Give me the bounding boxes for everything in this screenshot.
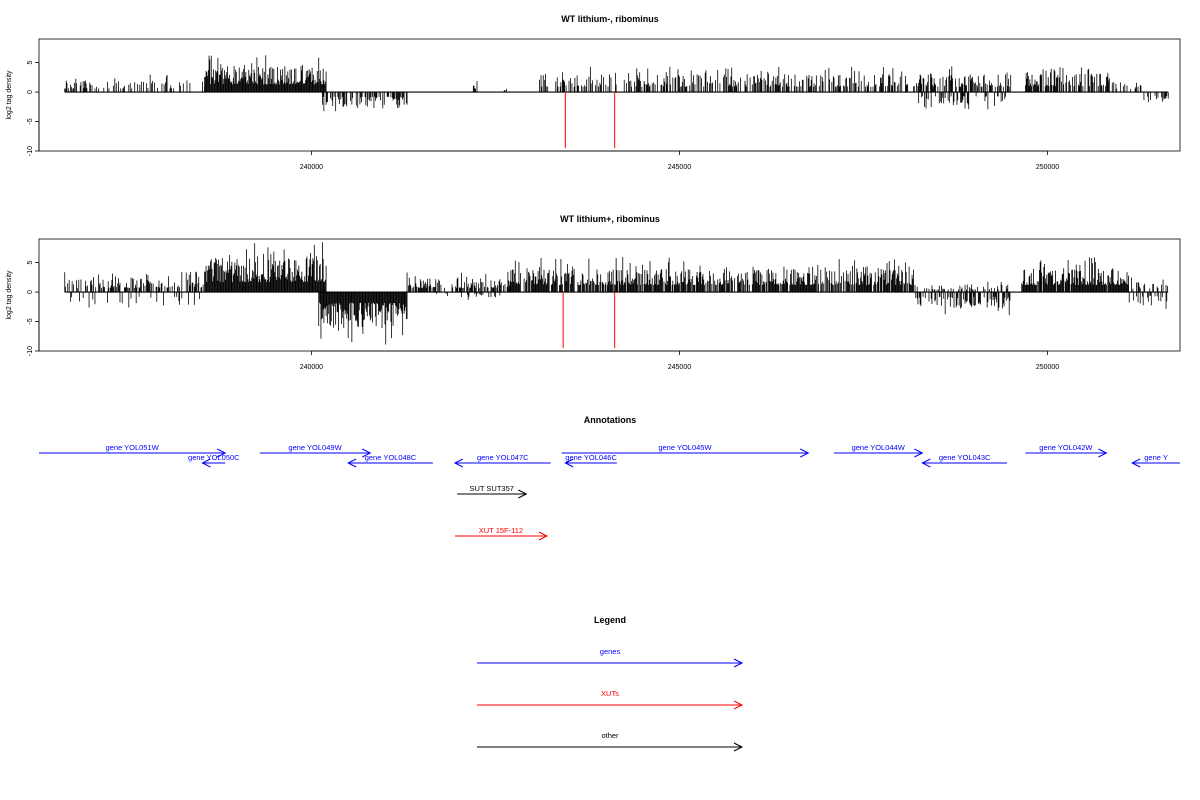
arrow-head <box>564 458 574 468</box>
arrow-head <box>453 458 464 468</box>
feature-label: gene YOL051W <box>106 443 160 452</box>
y-tick-label: -10 <box>27 346 34 356</box>
feature-gene: gene YOL048C <box>347 453 433 468</box>
x-tick-label: 250000 <box>1036 164 1059 171</box>
y-axis: -10 -5 0 5 <box>27 61 40 156</box>
y-tick-label: -5 <box>27 118 34 124</box>
legend-item-other: other <box>477 731 744 752</box>
signal-bars <box>64 242 1168 345</box>
track-title: WT lithium+, ribominus <box>560 214 660 224</box>
feature-label: SUT SUT357 <box>469 484 513 493</box>
arrow-head <box>1098 448 1108 458</box>
feature-gene: gene YOL047C <box>453 453 551 468</box>
y-tick-label: 0 <box>27 90 34 94</box>
arrow-head <box>347 458 357 468</box>
arrow-head <box>217 448 227 458</box>
x-tick-label: 250000 <box>1036 364 1059 371</box>
arrow-head <box>518 489 528 499</box>
feature-label: gene YOL042W <box>1039 443 1093 452</box>
x-tick-label: 240000 <box>300 164 323 171</box>
legend-label: XUTs <box>601 689 619 698</box>
arrow-head <box>921 458 931 468</box>
feature-gene: gene YOL042W <box>1025 443 1108 458</box>
feature-gene: gene YOL051W <box>39 443 227 458</box>
arrow-head <box>733 658 744 668</box>
feature-label: gene YOL050C <box>188 453 240 462</box>
feature-label: gene Y <box>1144 453 1168 462</box>
feature-gene: gene YOL049W <box>259 443 372 458</box>
x-tick-label: 245000 <box>668 164 691 171</box>
feature-label: gene YOL044W <box>852 443 906 452</box>
feature-xut: XUT 15F-112 <box>454 526 549 541</box>
x-axis: 240000 245000 250000 <box>300 150 1059 171</box>
feature-label: gene YOL049W <box>288 443 342 452</box>
feature-label: gene YOL046C <box>565 453 617 462</box>
feature-gene: gene YOL043C <box>921 453 1008 468</box>
track-title: WT lithium-, ribominus <box>561 14 659 24</box>
red-marks <box>562 292 616 349</box>
arrow-head <box>733 742 744 752</box>
annotations-title: Annotations <box>584 415 637 425</box>
feature-arrows: gene YOL051W gene YOL050C gene YOL049W gene… <box>39 443 1180 541</box>
feature-label: XUT 15F-112 <box>479 526 523 535</box>
arrow-head <box>362 448 372 458</box>
legend: Legend genes XUTs other <box>477 615 744 752</box>
arrow-head <box>800 448 810 458</box>
legend-label: genes <box>600 647 621 656</box>
feature-other: SUT SUT357 <box>457 484 528 499</box>
y-tick-label: -10 <box>27 146 34 156</box>
y-axis-label: log2 tag density <box>6 270 13 320</box>
x-axis: 240000 245000 250000 <box>300 350 1059 371</box>
y-tick-label: -5 <box>27 318 34 324</box>
red-marks <box>564 92 616 149</box>
arrow-head <box>733 700 744 710</box>
legend-items: genes XUTs other <box>477 647 744 752</box>
legend-item-gene: genes <box>477 647 744 668</box>
plot-frame <box>38 38 1181 152</box>
feature-label: gene YOL043C <box>939 453 991 462</box>
track-panel-lithium-plus: WT lithium+, ribominus log2 tag density … <box>6 214 1181 371</box>
y-axis-label: log2 tag density <box>6 70 13 120</box>
feature-gene: gene YOL045W <box>561 443 810 458</box>
x-tick-label: 240000 <box>300 364 323 371</box>
y-tick-label: 5 <box>27 261 34 265</box>
y-axis: -10 -5 0 5 <box>27 261 40 356</box>
feature-label: gene YOL048C <box>365 453 417 462</box>
arrow-head <box>201 458 211 468</box>
arrow-head <box>914 448 924 458</box>
legend-item-xut: XUTs <box>477 689 744 710</box>
feature-gene: gene YOL046C <box>564 453 617 468</box>
signal-bars <box>64 55 1169 112</box>
track-panel-lithium-minus: WT lithium-, ribominus log2 tag density … <box>6 14 1181 171</box>
legend-label: other <box>601 731 619 740</box>
feature-label: gene YOL047C <box>477 453 529 462</box>
y-tick-label: 0 <box>27 290 34 294</box>
arrow-head <box>538 531 549 541</box>
feature-label: gene YOL045W <box>658 443 712 452</box>
feature-gene: gene YOL044W <box>834 443 924 458</box>
x-tick-label: 245000 <box>668 364 691 371</box>
y-tick-label: 5 <box>27 61 34 65</box>
feature-gene: gene Y <box>1131 453 1180 468</box>
feature-gene: gene YOL050C <box>188 453 240 468</box>
arrow-head <box>1131 458 1141 468</box>
legend-title: Legend <box>594 615 626 625</box>
